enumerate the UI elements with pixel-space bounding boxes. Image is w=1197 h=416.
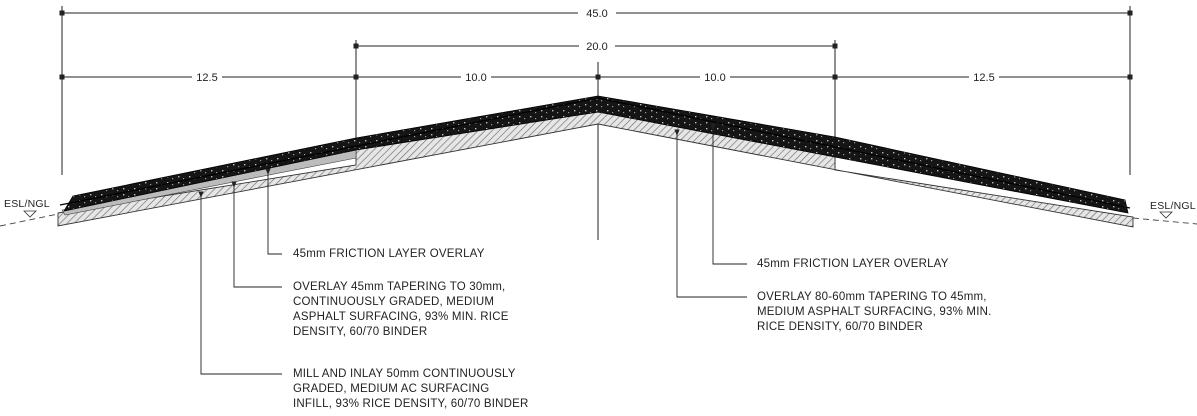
ground-level-markers xyxy=(23,210,1173,219)
leader-lines xyxy=(198,123,747,375)
dimension-ticks xyxy=(59,10,1133,80)
dim-overall: 45.0 xyxy=(586,8,607,20)
mill-inlay-layer xyxy=(61,149,357,216)
ground-label-left: ESL/NGL xyxy=(4,198,50,210)
friction-layer xyxy=(63,95,1129,214)
dim-left-outer: 12.5 xyxy=(196,72,217,84)
road-surface-line xyxy=(59,97,1131,209)
dim-right-outer: 12.5 xyxy=(973,72,994,84)
dim-left-inner: 10.0 xyxy=(465,72,486,84)
dimension-labels: 45.0 20.0 12.5 10.0 10.0 12.5 xyxy=(192,6,999,84)
dim-centre: 20.0 xyxy=(586,41,607,53)
dim-right-inner: 10.0 xyxy=(704,72,725,84)
ground-label-right: ESL/NGL xyxy=(1150,200,1196,212)
natural-ground-lines xyxy=(0,213,1197,227)
